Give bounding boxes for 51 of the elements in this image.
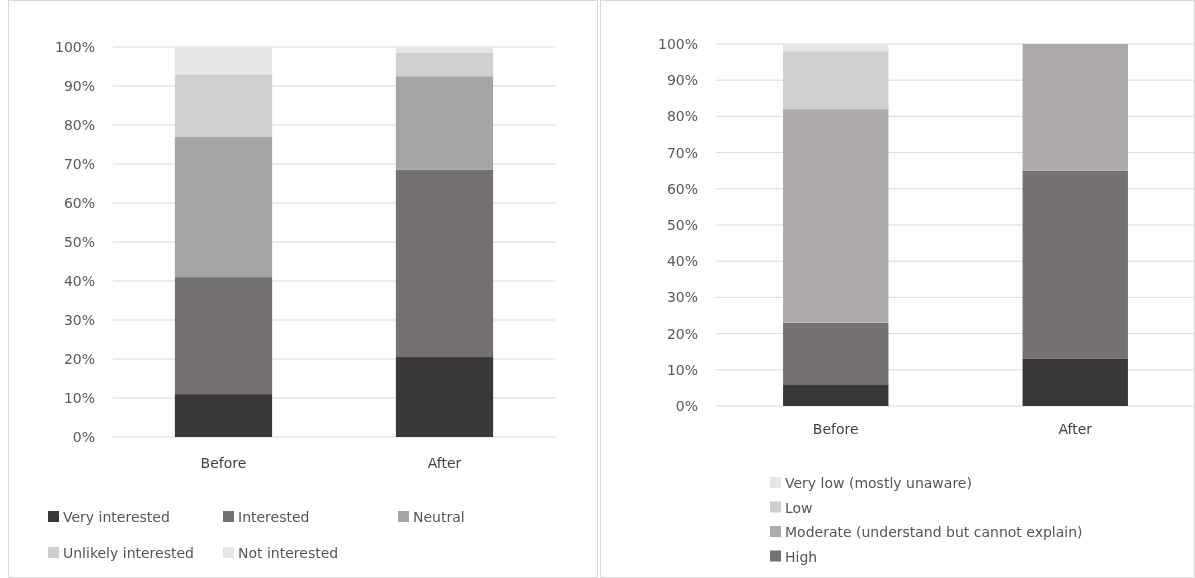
y-tick-label: 50% (666, 217, 698, 233)
y-tick-label: 10% (63, 390, 95, 406)
y-tick-label: 50% (63, 234, 95, 250)
x-tick-label: Before (200, 455, 247, 471)
legend-label: High (785, 548, 818, 565)
legend-label: Interested (238, 509, 310, 525)
y-tick-label: 70% (666, 144, 698, 161)
bar (395, 169, 494, 358)
y-tick-label: 100% (657, 36, 698, 52)
y-tick-label: 20% (63, 351, 95, 367)
legend-label: Unlikely interested (63, 545, 194, 561)
y-tick-label: 10% (666, 361, 698, 378)
bar (783, 384, 889, 406)
y-tick-label: 0% (72, 429, 95, 445)
bar (783, 109, 889, 323)
legend-label: Moderate (understand but cannot explain) (785, 524, 1083, 540)
y-tick-label: 30% (63, 312, 95, 328)
y-tick-label: 0% (675, 398, 698, 414)
y-tick-label: 60% (63, 195, 95, 211)
bar (174, 394, 273, 437)
bar (1022, 44, 1128, 171)
x-tick-label: After (427, 455, 462, 471)
y-tick-label: 80% (63, 117, 95, 133)
bar (395, 52, 494, 77)
y-tick-label: 20% (666, 325, 698, 342)
bar (1022, 170, 1128, 359)
bar (395, 357, 494, 437)
bar (395, 76, 494, 170)
y-tick-label: 80% (666, 108, 698, 125)
bar (174, 47, 273, 75)
y-tick-label: 40% (63, 273, 95, 289)
y-tick-label: 30% (666, 289, 698, 306)
y-tick-label: 90% (63, 78, 95, 94)
y-tick-label: 40% (666, 253, 698, 270)
x-tick-label: Before (812, 421, 859, 437)
bar (174, 277, 273, 395)
x-tick-label: After (1058, 421, 1093, 437)
legend-label: Neutral (413, 509, 465, 525)
bar (174, 136, 273, 278)
legend-label: Very interested (63, 509, 170, 525)
y-tick-label: 100% (54, 39, 95, 55)
bar (783, 44, 889, 52)
legend-label: Not interested (238, 545, 339, 561)
bar (783, 322, 889, 385)
bar (395, 47, 494, 53)
y-tick-label: 90% (666, 72, 698, 89)
legend-label: Low (785, 499, 813, 516)
y-tick-label: 70% (63, 156, 95, 172)
y-tick-label: 60% (666, 180, 698, 197)
legend-label: Very low (mostly unaware) (785, 475, 972, 491)
bar (1022, 358, 1128, 406)
